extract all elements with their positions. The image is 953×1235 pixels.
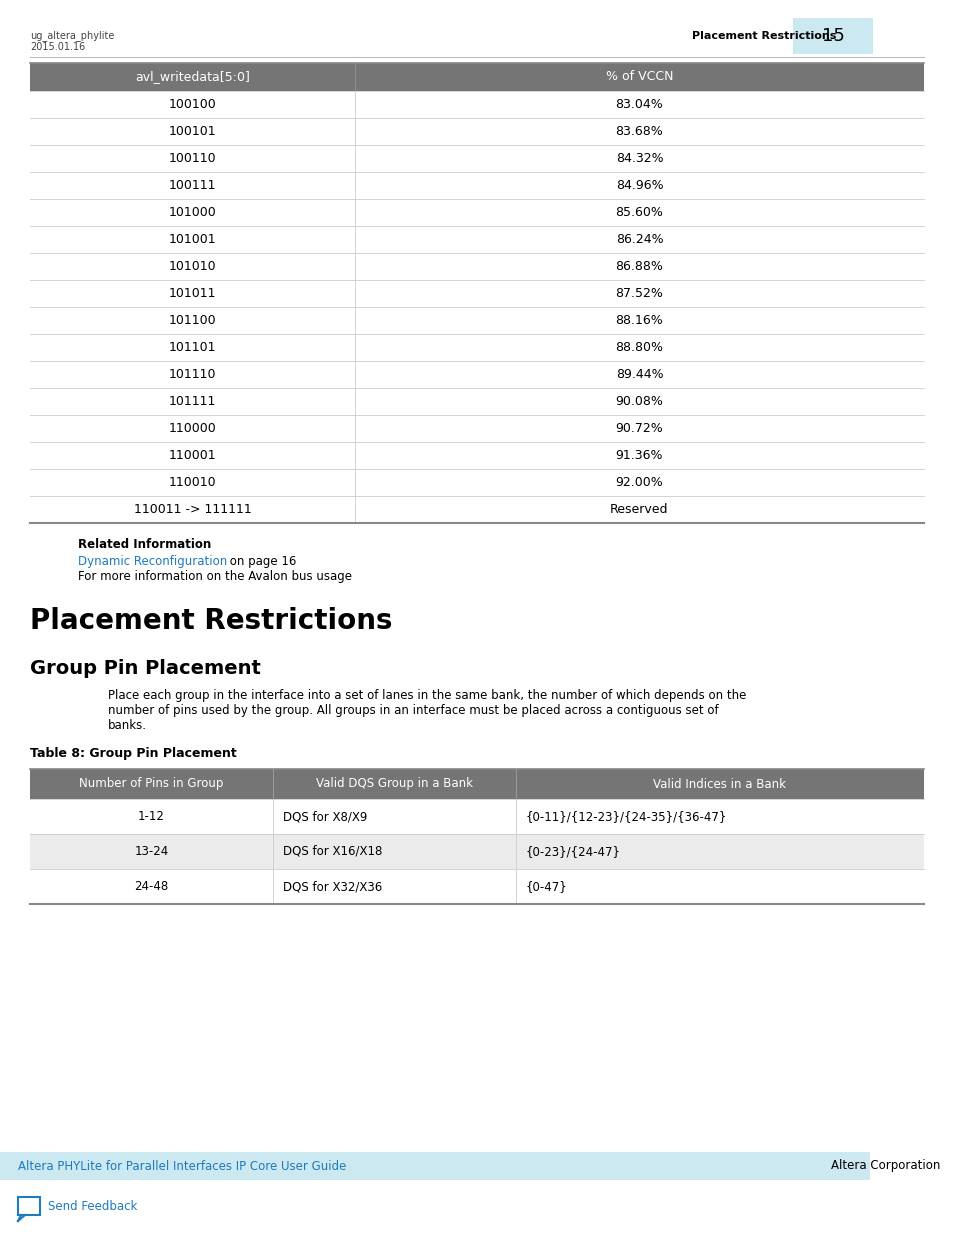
Text: Placement Restrictions: Placement Restrictions [30, 606, 392, 635]
Text: 101011: 101011 [169, 287, 216, 300]
Text: banks.: banks. [108, 719, 147, 732]
Bar [792, 19, 872, 54]
Bar [30, 361, 923, 388]
Text: Related Information: Related Information [78, 538, 211, 551]
Text: Table 8: Group Pin Placement: Table 8: Group Pin Placement [30, 747, 236, 760]
Text: 110001: 110001 [169, 450, 216, 462]
Text: DQS for X16/X18: DQS for X16/X18 [283, 845, 382, 858]
Bar [30, 869, 923, 904]
Text: 88.16%: 88.16% [615, 314, 662, 327]
Text: 90.72%: 90.72% [615, 422, 662, 435]
Text: 89.44%: 89.44% [615, 368, 662, 382]
Text: 90.08%: 90.08% [615, 395, 662, 408]
Bar [30, 253, 923, 280]
Bar [30, 119, 923, 144]
Text: 84.32%: 84.32% [615, 152, 662, 165]
Text: 83.68%: 83.68% [615, 125, 662, 138]
Text: 100111: 100111 [169, 179, 216, 191]
Text: {0-47}: {0-47} [525, 881, 567, 893]
Text: Reserved: Reserved [610, 503, 668, 516]
Bar [30, 172, 923, 199]
Bar [30, 799, 923, 834]
Bar [30, 388, 923, 415]
Bar [30, 144, 923, 172]
Text: Valid Indices in a Bank: Valid Indices in a Bank [653, 778, 785, 790]
Text: 100100: 100100 [169, 98, 216, 111]
Text: 24-48: 24-48 [134, 881, 169, 893]
Text: Dynamic Reconfiguration: Dynamic Reconfiguration [78, 555, 227, 568]
Bar [18, 1197, 40, 1215]
Bar [30, 63, 923, 91]
Text: 88.80%: 88.80% [615, 341, 662, 354]
Text: 1-12: 1-12 [138, 810, 165, 823]
Text: 101000: 101000 [169, 206, 216, 219]
Bar [30, 442, 923, 469]
Text: 87.52%: 87.52% [615, 287, 662, 300]
Bar [30, 415, 923, 442]
Text: 101111: 101111 [169, 395, 216, 408]
Text: 110010: 110010 [169, 475, 216, 489]
Bar [30, 469, 923, 496]
Text: % of VCCN: % of VCCN [605, 70, 673, 84]
Text: Altera PHYLite for Parallel Interfaces IP Core User Guide: Altera PHYLite for Parallel Interfaces I… [18, 1160, 346, 1172]
Text: 110000: 110000 [169, 422, 216, 435]
Text: 86.24%: 86.24% [615, 233, 662, 246]
Text: 92.00%: 92.00% [615, 475, 662, 489]
Text: Send Feedback: Send Feedback [48, 1199, 137, 1213]
Text: {0-11}/{12-23}/{24-35}/{36-47}: {0-11}/{12-23}/{24-35}/{36-47} [525, 810, 726, 823]
Text: {0-23}/{24-47}: {0-23}/{24-47} [525, 845, 620, 858]
Bar [30, 496, 923, 522]
Bar [30, 769, 923, 799]
Text: 101010: 101010 [169, 261, 216, 273]
Bar [30, 834, 923, 869]
Text: Placement Restrictions: Placement Restrictions [691, 31, 836, 41]
Text: Altera Corporation: Altera Corporation [830, 1160, 939, 1172]
Text: Group Pin Placement: Group Pin Placement [30, 659, 260, 678]
Bar [30, 199, 923, 226]
Text: 91.36%: 91.36% [615, 450, 662, 462]
Text: 13-24: 13-24 [134, 845, 169, 858]
Bar [30, 91, 923, 119]
Text: 101001: 101001 [169, 233, 216, 246]
Text: DQS for X8/X9: DQS for X8/X9 [283, 810, 367, 823]
Text: 110011 -> 111111: 110011 -> 111111 [133, 503, 251, 516]
Text: 101110: 101110 [169, 368, 216, 382]
Text: 101101: 101101 [169, 341, 216, 354]
Text: 85.60%: 85.60% [615, 206, 662, 219]
Text: avl_writedata[5:0]: avl_writedata[5:0] [135, 70, 250, 84]
Bar [30, 226, 923, 253]
Text: 100101: 100101 [169, 125, 216, 138]
Text: on page 16: on page 16 [226, 555, 296, 568]
Text: Valid DQS Group in a Bank: Valid DQS Group in a Bank [315, 778, 473, 790]
Text: ug_altera_phylite: ug_altera_phylite [30, 30, 114, 41]
Text: For more information on the Avalon bus usage: For more information on the Avalon bus u… [78, 571, 352, 583]
Text: 101100: 101100 [169, 314, 216, 327]
Text: 86.88%: 86.88% [615, 261, 662, 273]
Text: Number of Pins in Group: Number of Pins in Group [79, 778, 223, 790]
Bar [30, 308, 923, 333]
Text: DQS for X32/X36: DQS for X32/X36 [283, 881, 382, 893]
Text: 84.96%: 84.96% [615, 179, 662, 191]
Text: 2015.01.16: 2015.01.16 [30, 42, 85, 52]
Bar [30, 280, 923, 308]
Text: number of pins used by the group. All groups in an interface must be placed acro: number of pins used by the group. All gr… [108, 704, 718, 718]
Text: 83.04%: 83.04% [615, 98, 662, 111]
Text: Place each group in the interface into a set of lanes in the same bank, the numb: Place each group in the interface into a… [108, 689, 745, 701]
Bar [0, 1152, 869, 1179]
Bar [30, 333, 923, 361]
Text: 100110: 100110 [169, 152, 216, 165]
Text: 15: 15 [821, 27, 843, 44]
